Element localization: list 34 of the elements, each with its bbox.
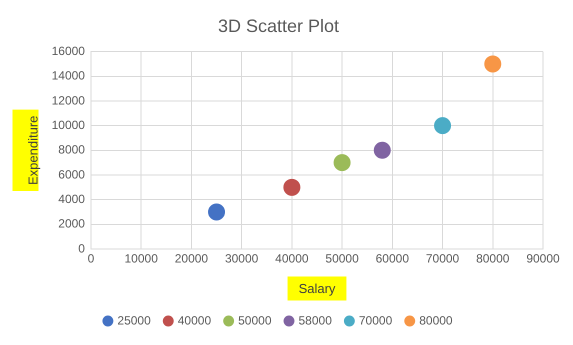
- legend-label: 80000: [419, 313, 453, 328]
- legend-label: 40000: [178, 313, 212, 328]
- y-axis-title: Expenditure: [25, 116, 40, 185]
- point: [283, 178, 300, 196]
- x-tick-label: 20000: [174, 252, 208, 266]
- y-tick-label: 8000: [58, 142, 86, 157]
- y-tick-label: 0: [78, 241, 86, 256]
- x-axis-title: Salary: [298, 280, 336, 296]
- y-tick-label: 16000: [52, 44, 86, 58]
- x-tick-label: 50000: [325, 252, 360, 266]
- point: [374, 142, 391, 159]
- y-tick-label: 12000: [52, 93, 86, 108]
- x-tick-label: 40000: [275, 252, 309, 266]
- x-tick-label: 90000: [526, 252, 560, 266]
- legend-label: 50000: [238, 313, 272, 328]
- x-tick-label: 0: [88, 252, 95, 266]
- x-tick-label: 70000: [426, 252, 460, 266]
- y-tick-label: 6000: [58, 167, 86, 182]
- legend-label: 58000: [298, 313, 332, 328]
- point: [484, 55, 502, 72]
- legend-label: 70000: [358, 313, 393, 328]
- point: [208, 203, 226, 220]
- x-tick-label: 60000: [376, 252, 410, 266]
- point: [434, 117, 452, 134]
- chart-title: 3D Scatter Plot: [218, 16, 340, 36]
- y-tick-label: 14000: [52, 68, 86, 83]
- x-tick-label: 30000: [224, 252, 259, 266]
- y-tick-label: 2000: [58, 216, 86, 231]
- y-tick-label: 4000: [58, 192, 86, 206]
- point: [334, 154, 351, 172]
- y-tick-label: 10000: [52, 118, 86, 132]
- x-tick-label: 10000: [124, 252, 158, 266]
- legend-label: 25000: [117, 313, 152, 328]
- x-tick-label: 80000: [476, 252, 510, 266]
